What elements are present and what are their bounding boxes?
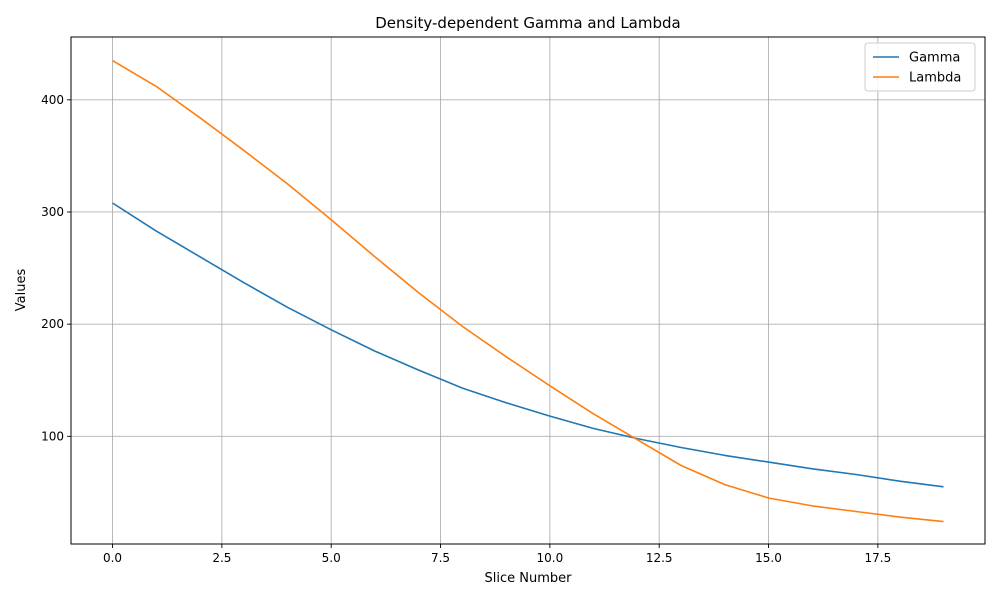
x-tick-label: 2.5 (212, 551, 231, 565)
x-tick-label: 12.5 (646, 551, 673, 565)
legend-box (864, 42, 976, 92)
x-tick-label: 7.5 (431, 551, 450, 565)
series-line-gamma (112, 202, 944, 488)
y-tick-label: 400 (41, 93, 64, 107)
plot-frame (70, 36, 986, 545)
x-axis-label: Slice Number (485, 571, 573, 586)
x-tick-label: 0.0 (103, 551, 122, 565)
y-tick-label: 100 (41, 429, 64, 443)
x-tick-label: 10.0 (537, 551, 564, 565)
series-line-lambda (112, 59, 944, 523)
x-axis-ticks: 0.0 2.5 5.0 7.5 10.0 12.5 15.0 17.5 (103, 544, 891, 565)
legend: Gamma Lambda (864, 42, 976, 92)
grid (71, 37, 985, 544)
y-tick-label: 200 (41, 317, 64, 331)
x-tick-label: 15.0 (755, 551, 782, 565)
x-tick-label: 5.0 (322, 551, 341, 565)
legend-label-lambda: Lambda (909, 71, 961, 86)
series-lines (112, 59, 944, 523)
y-axis-label: Values (14, 269, 29, 312)
chart-title: Density-dependent Gamma and Lambda (375, 14, 680, 32)
x-tick-label: 17.5 (864, 551, 891, 565)
y-tick-label: 300 (41, 205, 64, 219)
legend-label-gamma: Gamma (909, 51, 960, 66)
y-axis-ticks: 100 200 300 400 (41, 93, 71, 443)
